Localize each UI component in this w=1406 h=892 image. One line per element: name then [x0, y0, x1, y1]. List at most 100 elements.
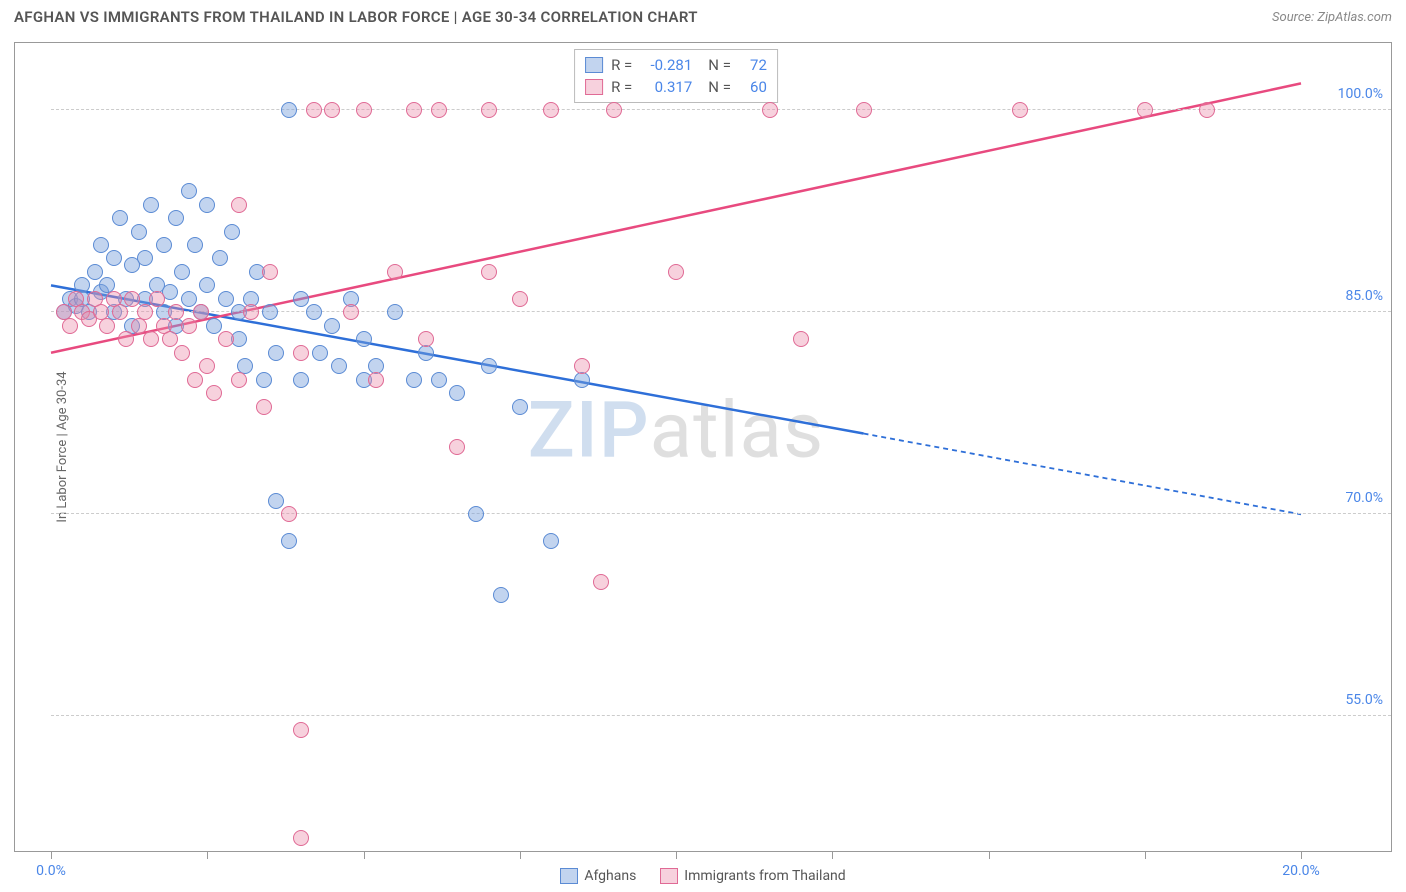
r-value: -0.281 — [640, 56, 692, 74]
legend-swatch — [560, 868, 578, 884]
data-point — [1199, 102, 1215, 118]
data-point — [218, 291, 234, 307]
data-point — [87, 264, 103, 280]
x-tick — [520, 851, 521, 859]
r-label: R = — [611, 78, 632, 96]
data-point — [168, 304, 184, 320]
data-point — [168, 210, 184, 226]
legend-item: Immigrants from Thailand — [660, 868, 845, 884]
legend-swatch — [660, 868, 678, 884]
data-point — [99, 318, 115, 334]
data-point — [206, 318, 222, 334]
legend-swatch — [585, 79, 603, 95]
data-point — [431, 102, 447, 118]
x-tick — [364, 851, 365, 859]
data-point — [418, 331, 434, 347]
data-point — [268, 493, 284, 509]
gridline — [51, 513, 1391, 514]
data-point — [431, 372, 447, 388]
data-point — [481, 102, 497, 118]
data-point — [449, 439, 465, 455]
data-point — [181, 291, 197, 307]
data-point — [181, 183, 197, 199]
data-point — [856, 102, 872, 118]
data-point — [231, 372, 247, 388]
data-point — [293, 722, 309, 738]
data-point — [199, 197, 215, 213]
data-point — [387, 264, 403, 280]
n-value: 72 — [739, 56, 767, 74]
data-point — [281, 506, 297, 522]
stats-row: R =0.317N =60 — [585, 76, 767, 98]
data-point — [324, 318, 340, 334]
data-point — [293, 345, 309, 361]
y-tick-label: 55.0% — [1345, 692, 1383, 708]
data-point — [131, 224, 147, 240]
data-point — [343, 304, 359, 320]
n-value: 60 — [739, 78, 767, 96]
r-label: R = — [611, 56, 632, 74]
stats-box: R =-0.281N =72R =0.317N =60 — [574, 49, 778, 103]
data-point — [224, 224, 240, 240]
data-point — [387, 304, 403, 320]
data-point — [199, 358, 215, 374]
data-point — [174, 345, 190, 361]
data-point — [149, 291, 165, 307]
data-point — [181, 318, 197, 334]
data-point — [174, 264, 190, 280]
data-point — [199, 277, 215, 293]
data-point — [262, 264, 278, 280]
data-point — [543, 533, 559, 549]
data-point — [481, 264, 497, 280]
data-point — [762, 102, 778, 118]
source-label: Source: ZipAtlas.com — [1272, 10, 1392, 25]
data-point — [243, 304, 259, 320]
data-point — [137, 250, 153, 266]
gridline — [51, 715, 1391, 716]
data-point — [606, 102, 622, 118]
data-point — [668, 264, 684, 280]
data-point — [193, 304, 209, 320]
data-point — [187, 372, 203, 388]
data-point — [312, 345, 328, 361]
chart-title: AFGHAN VS IMMIGRANTS FROM THAILAND IN LA… — [14, 8, 698, 26]
bottom-legend: Afghans Immigrants from Thailand — [0, 868, 1406, 884]
x-tick — [676, 851, 677, 859]
data-point — [593, 574, 609, 590]
x-tick — [51, 851, 52, 859]
data-point — [331, 358, 347, 374]
watermark-zip: ZIP — [528, 385, 650, 476]
watermark-atlas: atlas — [650, 385, 825, 476]
data-point — [231, 197, 247, 213]
data-point — [1012, 102, 1028, 118]
data-point — [212, 250, 228, 266]
data-point — [162, 331, 178, 347]
y-tick-label: 85.0% — [1345, 288, 1383, 304]
gridline — [51, 109, 1391, 110]
data-point — [281, 102, 297, 118]
legend-label: Afghans — [584, 868, 636, 884]
data-point — [124, 291, 140, 307]
data-point — [449, 385, 465, 401]
data-point — [512, 291, 528, 307]
data-point — [106, 250, 122, 266]
x-tick — [207, 851, 208, 859]
trend-line-dashed — [864, 434, 1302, 515]
data-point — [306, 102, 322, 118]
data-point — [368, 372, 384, 388]
data-point — [256, 372, 272, 388]
data-point — [93, 237, 109, 253]
data-point — [293, 291, 309, 307]
legend-item: Afghans — [560, 868, 636, 884]
data-point — [481, 358, 497, 374]
x-tick — [989, 851, 990, 859]
data-point — [293, 372, 309, 388]
r-value: 0.317 — [640, 78, 692, 96]
trend-lines — [51, 43, 1301, 851]
y-tick-label: 100.0% — [1338, 86, 1383, 102]
data-point — [118, 331, 134, 347]
data-point — [143, 197, 159, 213]
x-tick — [832, 851, 833, 859]
data-point — [112, 304, 128, 320]
data-point — [356, 102, 372, 118]
